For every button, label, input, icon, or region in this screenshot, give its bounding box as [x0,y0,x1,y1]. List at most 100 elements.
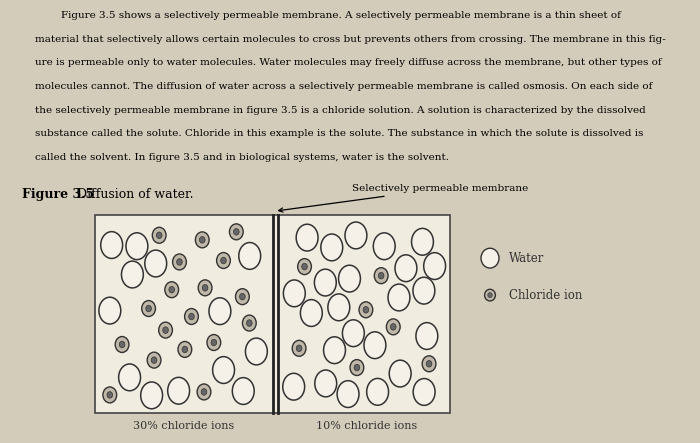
Ellipse shape [119,341,125,348]
Ellipse shape [159,322,172,338]
Ellipse shape [126,233,148,260]
Ellipse shape [363,307,369,313]
Ellipse shape [424,253,446,280]
Ellipse shape [107,392,113,398]
Text: called the solvent. In figure 3.5 and in biological systems, water is the solven: called the solvent. In figure 3.5 and in… [35,153,449,162]
Ellipse shape [354,364,360,371]
Ellipse shape [298,259,312,275]
Ellipse shape [147,352,161,368]
Ellipse shape [141,382,162,409]
Ellipse shape [242,315,256,331]
Ellipse shape [103,387,117,403]
Ellipse shape [412,229,433,255]
Text: molecules cannot. The diffusion of water across a selectively permeable membrane: molecules cannot. The diffusion of water… [35,82,652,91]
Ellipse shape [239,293,245,300]
Ellipse shape [220,257,226,264]
Ellipse shape [300,299,322,326]
Ellipse shape [373,233,395,260]
Ellipse shape [162,327,169,334]
Text: Figure 3.5 shows a selectively permeable membrane. A selectively permeable membr: Figure 3.5 shows a selectively permeable… [35,11,621,20]
Ellipse shape [164,282,178,298]
Text: ure is permeable only to water molecules. Water molecules may freely diffuse acr: ure is permeable only to water molecules… [35,58,661,67]
Ellipse shape [146,305,151,312]
Ellipse shape [198,280,212,296]
Ellipse shape [176,259,182,265]
Text: Chloride ion: Chloride ion [509,288,582,302]
Ellipse shape [99,297,121,324]
Text: Figure 3.5: Figure 3.5 [22,188,94,201]
Ellipse shape [426,361,432,367]
Ellipse shape [388,284,410,311]
Ellipse shape [185,308,198,324]
Ellipse shape [413,277,435,304]
Ellipse shape [207,334,220,350]
Ellipse shape [234,229,239,235]
Ellipse shape [209,298,231,325]
Text: the selectively permeable membrane in figure 3.5 is a chloride solution. A solut: the selectively permeable membrane in fi… [35,105,645,115]
Ellipse shape [302,263,307,270]
Ellipse shape [201,389,206,395]
Ellipse shape [153,227,166,243]
Ellipse shape [173,254,186,270]
Ellipse shape [141,300,155,316]
Ellipse shape [413,379,435,405]
Text: material that selectively allows certain molecules to cross but prevents others : material that selectively allows certain… [35,35,666,44]
Ellipse shape [189,313,195,320]
Ellipse shape [116,337,129,353]
Ellipse shape [246,320,252,326]
Text: 30% chloride ions: 30% chloride ions [133,421,234,431]
Ellipse shape [230,224,243,240]
Ellipse shape [481,248,499,268]
Ellipse shape [156,232,162,238]
Ellipse shape [315,370,337,397]
Ellipse shape [359,302,373,318]
Ellipse shape [235,289,249,305]
Ellipse shape [342,320,364,346]
Bar [95,215,450,413]
Ellipse shape [239,242,260,269]
Ellipse shape [379,272,384,279]
Ellipse shape [169,287,174,293]
Ellipse shape [199,237,205,243]
Ellipse shape [292,340,306,356]
Ellipse shape [391,323,396,330]
Ellipse shape [182,346,188,353]
Ellipse shape [296,224,318,251]
Ellipse shape [422,356,436,372]
Ellipse shape [232,377,254,404]
Ellipse shape [416,323,438,350]
Ellipse shape [296,345,302,352]
Ellipse shape [216,253,230,268]
Ellipse shape [101,232,122,258]
Ellipse shape [339,265,361,292]
Ellipse shape [151,357,157,363]
Text: 10% chloride ions: 10% chloride ions [316,421,417,431]
Ellipse shape [389,360,411,387]
Ellipse shape [211,339,217,346]
Ellipse shape [364,332,386,359]
Ellipse shape [246,338,267,365]
Ellipse shape [168,377,190,404]
Ellipse shape [367,378,389,405]
Ellipse shape [314,269,336,296]
Ellipse shape [488,293,492,298]
Ellipse shape [395,255,417,282]
Ellipse shape [178,342,192,358]
Text: Diffusion of water.: Diffusion of water. [69,188,193,201]
Ellipse shape [202,284,208,291]
Ellipse shape [345,222,367,249]
Ellipse shape [195,232,209,248]
Text: Water: Water [509,252,545,264]
Text: substance called the solute. Chloride in this example is the solute. The substan: substance called the solute. Chloride in… [35,129,643,138]
Ellipse shape [118,364,141,391]
Ellipse shape [213,357,234,384]
Ellipse shape [374,268,388,284]
Ellipse shape [323,337,345,364]
Ellipse shape [386,319,400,335]
Ellipse shape [122,261,144,288]
Ellipse shape [350,360,364,376]
Ellipse shape [484,289,496,301]
Ellipse shape [284,280,305,307]
Ellipse shape [328,294,350,321]
Ellipse shape [283,373,304,400]
